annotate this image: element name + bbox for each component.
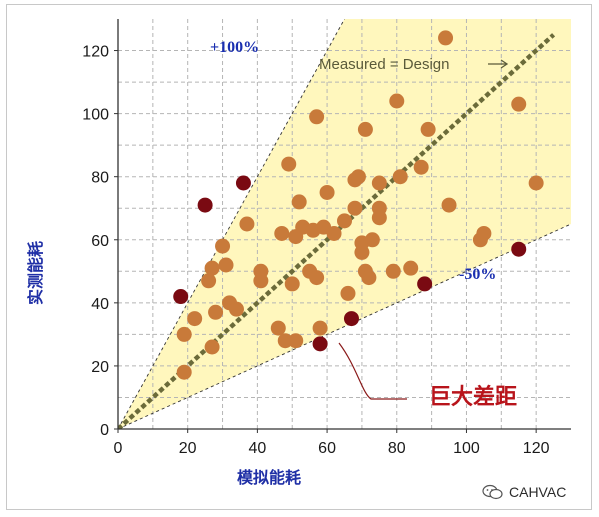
data-point [291,194,307,210]
scatter-chart: 0 20 40 60 80 100 120 0 20 40 60 80 100 120 模拟能耗 实测能耗… [26,19,571,487]
x-tick-label: 20 [179,440,197,457]
data-point [392,169,408,185]
data-point [239,216,255,232]
data-point [413,159,429,175]
y-tick-label: 120 [82,44,109,61]
data-point [215,238,231,254]
data-point [228,301,244,317]
data-point [441,197,457,213]
data-point [511,96,527,112]
upper-bound-line [118,19,345,429]
data-point [218,257,234,273]
y-tick-label: 40 [91,296,109,313]
diagonal-label-arrow [488,59,509,69]
data-point [277,333,293,349]
data-point [385,263,401,279]
x-tick-label: 80 [388,440,406,457]
data-point [204,339,220,355]
data-point [361,270,377,286]
data-point [208,304,224,320]
chart-frame: 0 20 40 60 80 100 120 0 20 40 60 80 100 120 模拟能耗 实测能耗… [6,4,592,510]
data-point [364,232,380,248]
gap-callout-line [338,342,407,400]
data-point [309,109,325,125]
gap-label: 巨大差距 [429,384,517,410]
data-point [350,169,366,185]
data-point [438,30,454,46]
data-point [403,260,419,276]
diagonal-label: Measured = Design [319,56,450,73]
data-point [201,273,217,289]
data-point [253,263,269,279]
data-point [288,333,304,349]
data-point [420,121,436,137]
y-tick-label: 100 [82,107,109,124]
data-point [357,121,373,137]
data-point [281,156,297,172]
data-point [319,184,335,200]
data-point [187,311,203,327]
x-tick-label: 0 [114,440,123,457]
watermark: CAHVAC [482,484,566,500]
data-point [476,225,492,241]
data-point [274,225,290,241]
outlier-point [173,289,189,305]
y-axis-title: 实测能耗 [26,241,45,305]
data-point [284,276,300,292]
data-point [176,326,192,342]
lower-bound-line [118,223,571,429]
y-tick-label: 80 [91,170,109,187]
x-tick-label: 60 [318,440,336,457]
outlier-point [511,241,527,257]
outlier-point [197,197,213,213]
upper-bound-label: +100% [210,39,259,56]
outlier-point [417,276,433,292]
y-tick-label: 20 [91,359,109,376]
data-point [389,93,405,109]
data-point [340,285,356,301]
data-point [528,175,544,191]
x-tick-label: 120 [523,440,550,457]
diagonal-line [118,33,556,429]
x-axis-title: 模拟能耗 [237,468,301,487]
data-point [309,270,325,286]
x-tick-label: 40 [248,440,266,457]
watermark-text: CAHVAC [509,484,567,500]
y-tick-label: 60 [91,233,109,250]
wechat-icon [482,484,503,500]
data-point [337,213,352,229]
lower-bound-label: -50% [459,266,496,283]
data-point [371,210,387,226]
data-point [347,200,363,216]
data-point [270,320,286,336]
outlier-point [235,175,251,191]
data-point [312,320,328,336]
data-point [371,175,387,191]
data-point [326,225,342,241]
outlier-point [343,311,359,327]
x-tick-label: 100 [453,440,480,457]
data-point [176,364,192,380]
data-point [204,260,220,276]
y-tick-label: 0 [100,422,109,439]
outlier-point [312,336,328,352]
